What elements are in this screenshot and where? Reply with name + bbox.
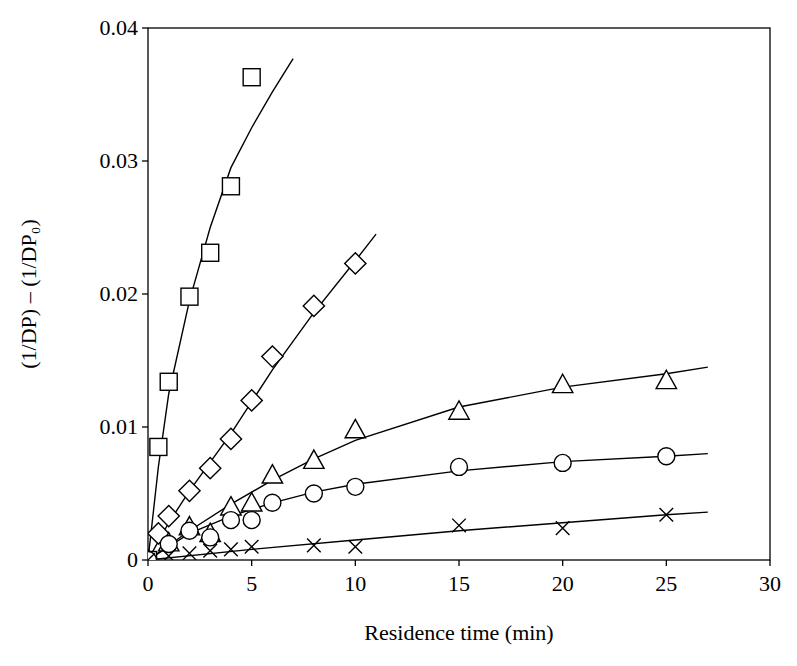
data-point <box>162 549 176 560</box>
data-point <box>303 295 324 316</box>
data-point <box>307 539 321 553</box>
y-tick <box>142 27 148 28</box>
data-point <box>150 438 167 455</box>
x-tick-label: 0 <box>143 571 154 596</box>
x-tick <box>147 560 148 566</box>
x-tick-label: 15 <box>448 571 470 596</box>
data-point <box>656 370 676 388</box>
x-axis-title: Residence time (min) <box>364 620 553 645</box>
data-point <box>349 540 363 554</box>
x-tick <box>251 560 252 566</box>
fit-line <box>148 367 708 560</box>
data-point <box>203 544 217 558</box>
data-point <box>556 521 570 535</box>
data-point <box>552 374 572 392</box>
data-point <box>345 419 365 437</box>
y-tick <box>142 559 148 560</box>
data-point <box>264 494 281 511</box>
data-point <box>660 508 674 522</box>
x-tick-label: 20 <box>552 571 574 596</box>
data-point <box>241 390 262 411</box>
data-point <box>452 519 466 533</box>
data-point <box>245 540 259 554</box>
y-tick-label: 0.02 <box>100 281 139 306</box>
data-point <box>224 543 238 557</box>
data-point <box>451 458 468 475</box>
y-tick-label: 0.04 <box>100 15 139 40</box>
data-point <box>148 550 158 560</box>
data-point <box>241 493 261 511</box>
x-tick-label: 25 <box>655 571 677 596</box>
fit-line <box>148 454 708 560</box>
x-tick <box>562 560 563 566</box>
data-point <box>148 553 155 560</box>
data-point <box>179 480 200 501</box>
data-point <box>202 244 219 261</box>
data-point <box>220 428 241 449</box>
x-tick-label: 10 <box>344 571 366 596</box>
data-point <box>243 512 260 529</box>
data-point <box>148 552 157 561</box>
data-point <box>181 288 198 305</box>
fit-line <box>148 512 708 560</box>
data-point <box>148 549 159 560</box>
data-point <box>222 178 239 195</box>
data-point <box>262 346 283 367</box>
data-point <box>181 522 198 539</box>
x-tick <box>458 560 459 566</box>
y-tick <box>142 160 148 161</box>
data-point <box>305 485 322 502</box>
x-tick <box>355 560 356 566</box>
data-point <box>200 458 221 479</box>
data-point <box>160 373 177 390</box>
y-axis-title: (1/DP) – (1/DP₀) <box>16 219 41 368</box>
fit-line <box>148 234 376 560</box>
y-tick-label: 0.03 <box>100 148 139 173</box>
x-tick-label: 5 <box>246 571 257 596</box>
data-point <box>262 465 282 483</box>
data-point <box>158 505 179 526</box>
data-point <box>304 450 324 468</box>
fit-line <box>148 59 293 560</box>
y-tick <box>142 426 148 427</box>
y-tick-label: 0.01 <box>100 414 139 439</box>
x-tick <box>769 560 770 566</box>
data-point <box>202 529 219 546</box>
data-point <box>347 478 364 495</box>
data-point <box>243 69 260 86</box>
x-tick <box>666 560 667 566</box>
chart: 0 5 10 15 20 25 30 0 0.01 0.02 0.03 0.04 Residence t… <box>0 0 797 666</box>
data-point <box>449 401 469 419</box>
data-point <box>222 512 239 529</box>
x-tick-label: 30 <box>759 571 781 596</box>
plot-data <box>148 59 708 560</box>
y-tick <box>142 293 148 294</box>
y-tick-label: 0 <box>127 547 138 572</box>
data-point <box>183 547 197 560</box>
data-point <box>345 253 366 274</box>
data-point <box>658 448 675 465</box>
data-point <box>148 552 157 561</box>
data-point <box>554 454 571 471</box>
plot-frame <box>148 28 770 560</box>
